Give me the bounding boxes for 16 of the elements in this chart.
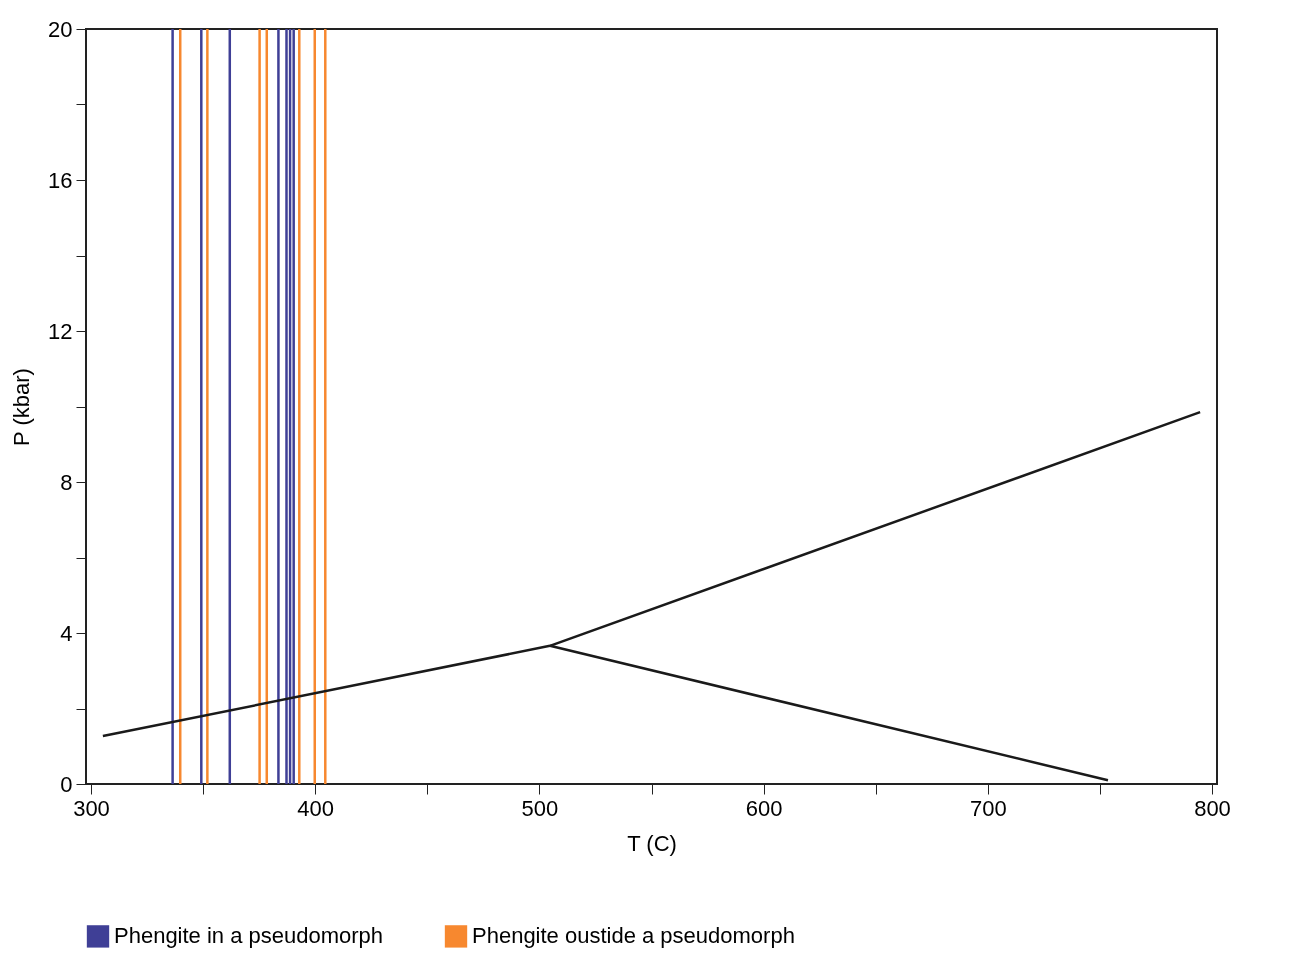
y-tick-label: 12 [48,318,73,344]
y-tick-label: 4 [60,620,73,646]
legend-label: Phengite in a pseudomorph [114,923,384,949]
y-tick-label: 20 [48,16,73,42]
x-tick-label: 600 [745,795,783,821]
x-tick-label: 400 [297,795,335,821]
x-tick-label: 300 [73,795,110,821]
y-axis-title: P (kbar) [9,368,35,446]
y-tick-label: 16 [48,167,73,193]
x-tick-label: 500 [521,795,559,821]
y-tick-label: 0 [60,771,73,797]
x-tick-label: 800 [1194,795,1231,821]
x-axis-title: T (C) [627,830,677,856]
x-tick-label: 700 [969,795,1007,821]
y-tick-label: 8 [60,469,73,495]
legend-label: Phengite oustide a pseudomorph [472,923,795,949]
